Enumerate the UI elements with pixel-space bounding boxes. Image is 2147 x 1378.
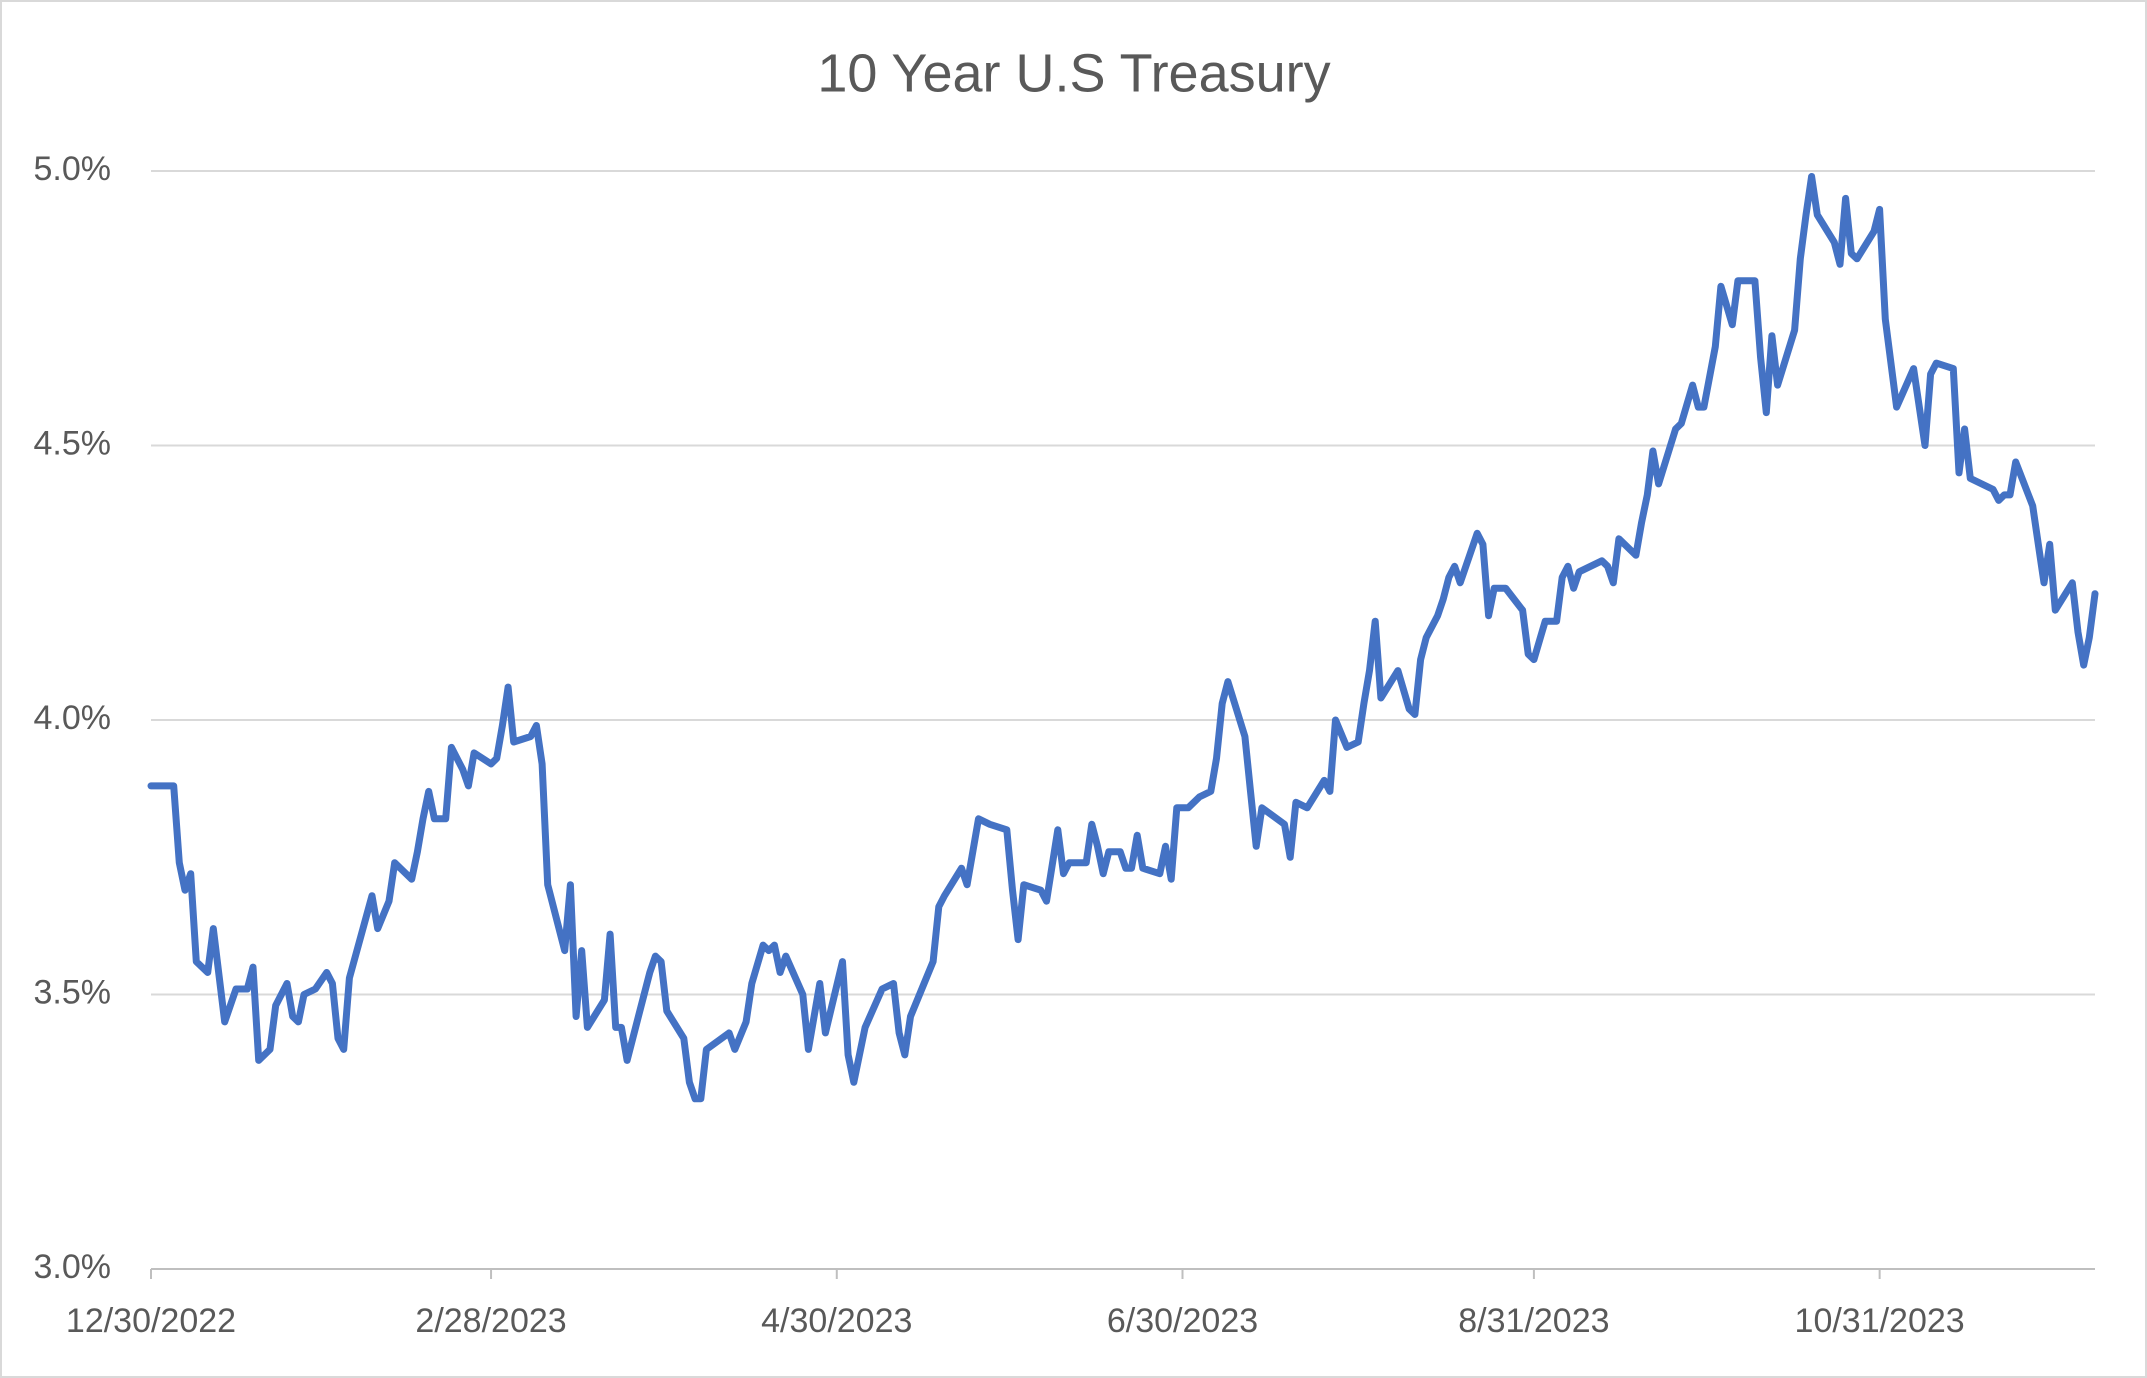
chart-title: 10 Year U.S Treasury [817,43,1330,103]
y-tick-label: 3.5% [34,973,112,1011]
x-tick-label: 2/28/2023 [415,1302,566,1340]
x-tick-label: 8/31/2023 [1458,1302,1609,1340]
y-tick-label: 5.0% [34,150,112,188]
line-series [147,173,2099,1103]
y-tick-label: 3.0% [34,1248,112,1286]
x-tick-label: 12/30/2022 [66,1302,236,1340]
y-tick-label: 4.5% [34,424,112,462]
x-tick-label: 4/30/2023 [761,1302,912,1340]
y-tick-label: 4.0% [34,699,112,737]
x-tick-label: 6/30/2023 [1107,1302,1258,1340]
x-tick-label: 10/31/2023 [1795,1302,1965,1340]
